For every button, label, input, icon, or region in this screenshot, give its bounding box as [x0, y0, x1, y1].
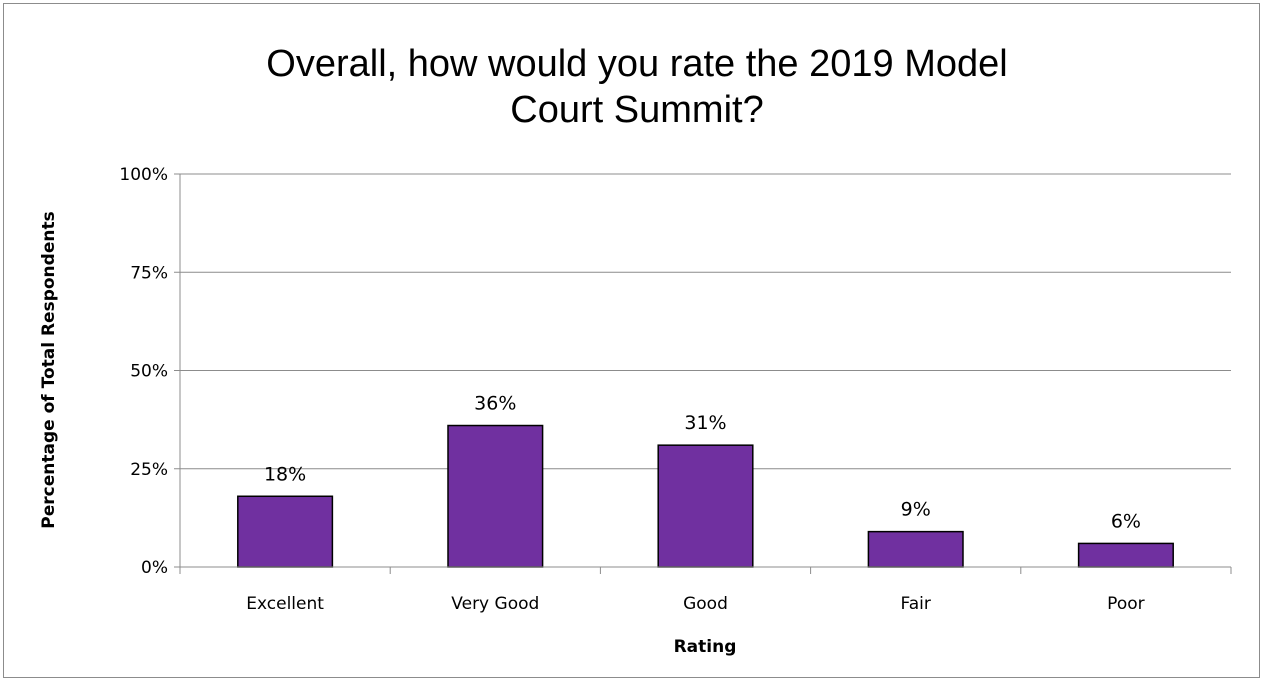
y-tick-label: 100%	[119, 165, 168, 185]
y-tick-label: 75%	[130, 263, 168, 283]
x-tick-label: Very Good	[451, 594, 539, 614]
axes	[174, 173, 1232, 574]
y-tick-label: 25%	[130, 460, 168, 480]
bar	[867, 530, 964, 568]
bar	[237, 495, 334, 568]
data-label: 18%	[264, 463, 306, 485]
x-tick-label: Fair	[901, 594, 931, 614]
data-label: 31%	[684, 412, 726, 434]
bars	[237, 424, 1174, 568]
y-axis-title: Percentage of Total Respondents	[39, 211, 59, 528]
y-tick-label: 50%	[130, 362, 168, 382]
bar	[657, 444, 754, 568]
data-label: 6%	[1111, 510, 1141, 532]
bar	[447, 424, 544, 568]
chart-title-line-2: Court Summit?	[510, 89, 763, 131]
x-tick-label: Good	[683, 594, 728, 614]
data-labels: 18% 36% 31% 9% 6%	[264, 393, 1141, 533]
data-label: 36%	[474, 393, 516, 415]
bar	[1077, 542, 1174, 568]
y-tick-label: 0%	[141, 558, 168, 578]
y-tick-labels: 0% 25% 50% 75% 100%	[119, 165, 168, 578]
x-axis-title: Rating	[674, 637, 737, 657]
chart-frame	[3, 3, 1260, 678]
x-tick-labels: Excellent Very Good Good Fair Poor	[246, 594, 1144, 614]
chart-title: Overall, how would you rate the 2019 Mod…	[266, 43, 1007, 131]
x-tick-label: Poor	[1107, 594, 1144, 614]
chart-title-line-1: Overall, how would you rate the 2019 Mod…	[266, 43, 1007, 85]
data-label: 9%	[901, 499, 931, 521]
x-tick-label: Excellent	[246, 594, 324, 614]
